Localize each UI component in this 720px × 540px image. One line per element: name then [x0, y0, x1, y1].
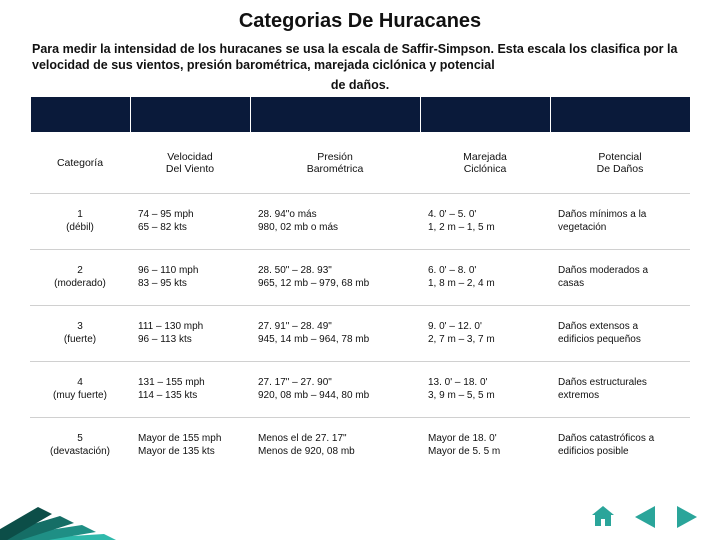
- cell-value: 131 – 155 mph114 – 135 kts: [130, 361, 250, 417]
- cell-value: Daños moderados acasas: [550, 249, 690, 305]
- table-header-row: Categoría VelocidadDel Viento PresiónBar…: [30, 132, 690, 193]
- table-row: 1(débil)74 – 95 mph65 – 82 kts28. 94"o m…: [30, 193, 690, 249]
- home-icon: [592, 506, 614, 528]
- col-header-pressure: PresiónBarométrica: [250, 132, 420, 193]
- cell-value: 28. 50" – 28. 93"965, 12 mb – 979, 68 mb: [250, 249, 420, 305]
- table-body: 1(débil)74 – 95 mph65 – 82 kts28. 94"o m…: [30, 193, 690, 473]
- cell-value: 4. 0' – 5. 0'1, 2 m – 1, 5 m: [420, 193, 550, 249]
- cell-value: 13. 0' – 18. 0'3, 9 m – 5, 5 m: [420, 361, 550, 417]
- cell-value: Daños mínimos a lavegetación: [550, 193, 690, 249]
- cell-value: Mayor de 18. 0'Mayor de 5. 5 m: [420, 417, 550, 473]
- prev-button[interactable]: [630, 504, 660, 530]
- intro-tail: de daños.: [0, 74, 720, 92]
- cell-category: 3(fuerte): [30, 305, 130, 361]
- cell-value: 96 – 110 mph83 – 95 kts: [130, 249, 250, 305]
- col-header-wind: VelocidadDel Viento: [130, 132, 250, 193]
- cell-value: Menos el de 27. 17"Menos de 920, 08 mb: [250, 417, 420, 473]
- cell-value: Daños catastróficos aedificios posible: [550, 417, 690, 473]
- hurricane-table: Categoría VelocidadDel Viento PresiónBar…: [30, 96, 691, 473]
- cell-category: 1(débil): [30, 193, 130, 249]
- cell-value: 28. 94"o más980, 02 mb o más: [250, 193, 420, 249]
- decorative-wedge: [0, 470, 140, 540]
- cell-value: Mayor de 155 mphMayor de 135 kts: [130, 417, 250, 473]
- col-header-surge: MarejadaCiclónica: [420, 132, 550, 193]
- table-row: 2(moderado)96 – 110 mph83 – 95 kts28. 50…: [30, 249, 690, 305]
- arrow-left-icon: [635, 506, 655, 528]
- cell-value: Daños estructuralesextremos: [550, 361, 690, 417]
- cell-value: 111 – 130 mph96 – 113 kts: [130, 305, 250, 361]
- cell-category: 2(moderado): [30, 249, 130, 305]
- cell-value: Daños extensos aedificios pequeños: [550, 305, 690, 361]
- cell-value: 6. 0' – 8. 0'1, 8 m – 2, 4 m: [420, 249, 550, 305]
- cell-category: 5(devastación): [30, 417, 130, 473]
- cell-value: 27. 91" – 28. 49"945, 14 mb – 964, 78 mb: [250, 305, 420, 361]
- cell-value: 74 – 95 mph65 – 82 kts: [130, 193, 250, 249]
- nav-controls: [588, 504, 702, 530]
- col-header-category: Categoría: [30, 132, 130, 193]
- table-row: 5(devastación)Mayor de 155 mphMayor de 1…: [30, 417, 690, 473]
- col-header-damage: PotencialDe Daños: [550, 132, 690, 193]
- table-blank-header-row: [30, 96, 690, 132]
- intro-text: Para medir la intensidad de los huracane…: [0, 33, 720, 74]
- arrow-right-icon: [677, 506, 697, 528]
- cell-value: 9. 0' – 12. 0'2, 7 m – 3, 7 m: [420, 305, 550, 361]
- table-row: 4(muy fuerte)131 – 155 mph114 – 135 kts2…: [30, 361, 690, 417]
- home-button[interactable]: [588, 504, 618, 530]
- table-row: 3(fuerte)111 – 130 mph96 – 113 kts27. 91…: [30, 305, 690, 361]
- next-button[interactable]: [672, 504, 702, 530]
- page-title: Categorias De Huracanes: [0, 0, 720, 33]
- cell-value: 27. 17" – 27. 90"920, 08 mb – 944, 80 mb: [250, 361, 420, 417]
- cell-category: 4(muy fuerte): [30, 361, 130, 417]
